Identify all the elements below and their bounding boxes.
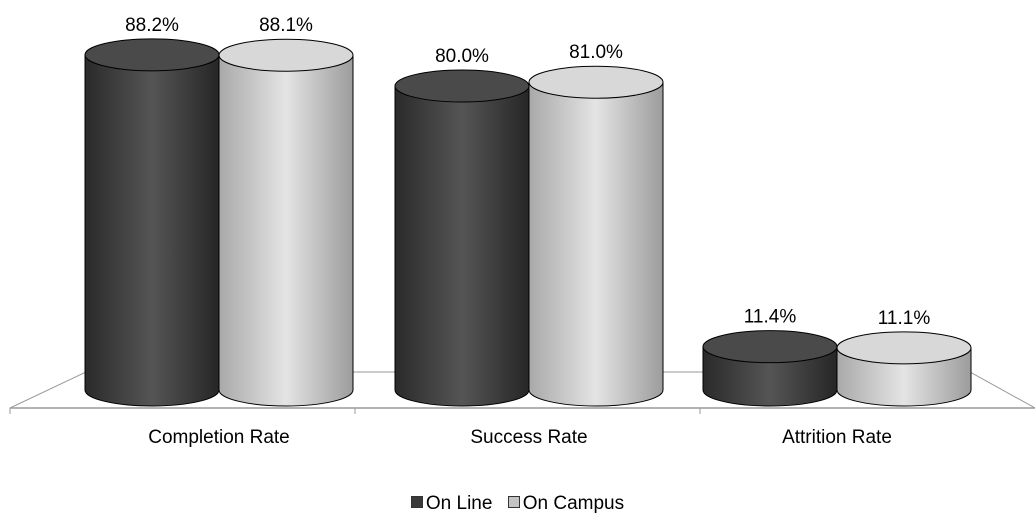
legend-label-online: On Line (425, 493, 493, 514)
data-label: 88.1% (259, 15, 313, 36)
bar-body (702, 346, 838, 407)
legend-swatch-online (410, 496, 423, 508)
data-label: 11.4% (744, 307, 797, 328)
category-label: Success Rate (470, 427, 587, 448)
bar-top (218, 38, 354, 72)
data-label: 81.0% (569, 42, 623, 63)
bar-top (528, 65, 664, 99)
bar-top (836, 331, 972, 365)
category-label: Attrition Rate (782, 427, 892, 448)
category-label: Completion Rate (148, 427, 290, 448)
bar-online (394, 69, 530, 407)
bar-online (84, 38, 220, 407)
bar-body (836, 347, 972, 407)
data-label: 80.0% (435, 46, 489, 67)
data-label: 88.2% (125, 15, 179, 36)
legend-item-online: On Line (410, 493, 493, 515)
bar-body (528, 81, 664, 407)
bar-top (702, 330, 838, 364)
bar-body (394, 85, 530, 407)
chart-legend: On Line On Campus (0, 493, 1035, 515)
bar-body (218, 54, 354, 407)
bar-body (84, 54, 220, 407)
bar-top (84, 38, 220, 72)
bar-oncampus (528, 65, 664, 407)
bar-online (702, 330, 838, 407)
legend-swatch-oncampus (507, 496, 520, 508)
bar-oncampus (218, 38, 354, 407)
data-label: 11.1% (878, 308, 931, 329)
bar-top (394, 69, 530, 103)
legend-label-oncampus: On Campus (522, 493, 625, 514)
bar-oncampus (836, 331, 972, 407)
legend-item-oncampus: On Campus (507, 493, 625, 515)
